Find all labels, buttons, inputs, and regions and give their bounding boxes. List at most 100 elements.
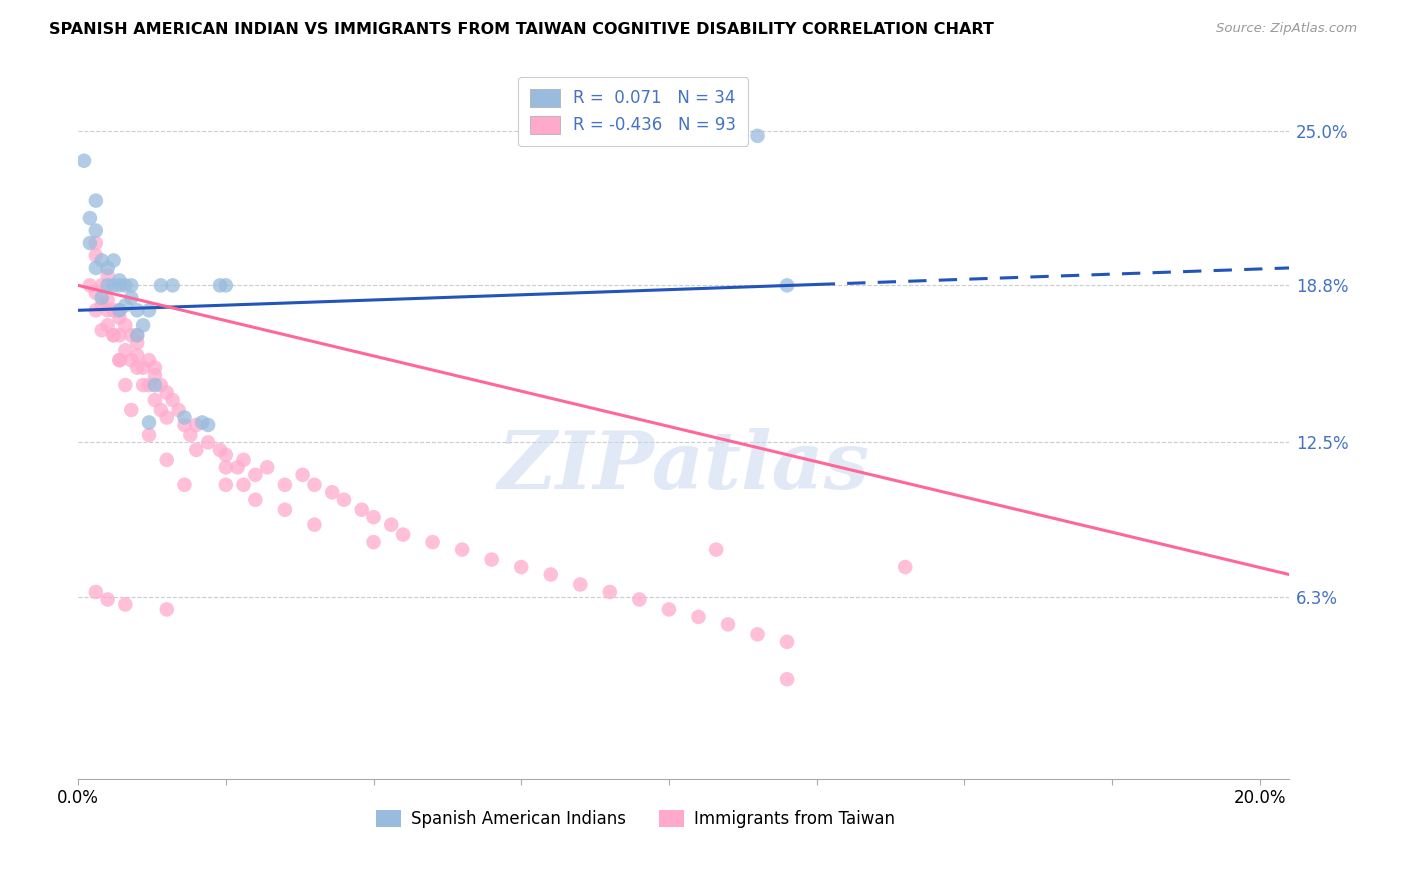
Point: [84, 194, 107, 208]
Point: [79, 235, 101, 250]
Point: [108, 310, 131, 325]
Point: [162, 392, 184, 407]
Point: [569, 577, 592, 591]
Point: [245, 492, 267, 507]
Point: [747, 128, 769, 143]
Point: [90, 291, 112, 305]
Point: [162, 278, 184, 293]
Point: [149, 278, 172, 293]
Point: [84, 285, 107, 300]
Point: [197, 435, 219, 450]
Point: [103, 328, 125, 343]
Point: [97, 318, 120, 333]
Point: [186, 417, 208, 432]
Point: [120, 328, 142, 343]
Point: [108, 273, 131, 287]
Point: [127, 335, 149, 350]
Point: [108, 303, 131, 318]
Point: [108, 328, 131, 343]
Point: [274, 477, 297, 491]
Point: [90, 323, 112, 337]
Point: [173, 477, 195, 491]
Point: [120, 353, 142, 368]
Point: [658, 602, 681, 616]
Point: [179, 428, 201, 442]
Point: [304, 477, 326, 491]
Point: [120, 291, 142, 305]
Point: [114, 598, 136, 612]
Point: [127, 348, 149, 362]
Point: [132, 360, 155, 375]
Point: [321, 485, 343, 500]
Point: [132, 378, 155, 392]
Point: [167, 403, 190, 417]
Point: [510, 560, 533, 574]
Point: [197, 417, 219, 432]
Text: SPANISH AMERICAN INDIAN VS IMMIGRANTS FROM TAIWAN COGNITIVE DISABILITY CORRELATI: SPANISH AMERICAN INDIAN VS IMMIGRANTS FR…: [49, 22, 994, 37]
Point: [215, 460, 238, 475]
Point: [103, 278, 125, 293]
Point: [127, 360, 149, 375]
Point: [114, 318, 136, 333]
Point: [127, 303, 149, 318]
Point: [84, 223, 107, 237]
Point: [215, 477, 238, 491]
Point: [127, 328, 149, 343]
Point: [90, 278, 112, 293]
Point: [232, 453, 254, 467]
Point: [97, 293, 120, 308]
Point: [363, 535, 385, 549]
Point: [84, 235, 107, 250]
Point: [79, 211, 101, 225]
Point: [256, 460, 278, 475]
Point: [380, 517, 402, 532]
Point: [108, 278, 131, 293]
Point: [84, 303, 107, 318]
Point: [114, 378, 136, 392]
Point: [350, 502, 373, 516]
Point: [90, 253, 112, 268]
Legend: Spanish American Indians, Immigrants from Taiwan: Spanish American Indians, Immigrants fro…: [368, 803, 901, 835]
Point: [173, 417, 195, 432]
Point: [304, 517, 326, 532]
Point: [215, 278, 238, 293]
Point: [138, 428, 160, 442]
Point: [747, 627, 769, 641]
Point: [291, 467, 314, 482]
Point: [108, 353, 131, 368]
Point: [132, 318, 155, 333]
Point: [173, 410, 195, 425]
Point: [97, 278, 120, 293]
Point: [208, 278, 231, 293]
Point: [120, 278, 142, 293]
Point: [97, 592, 120, 607]
Point: [156, 385, 179, 400]
Point: [114, 298, 136, 312]
Point: [138, 416, 160, 430]
Point: [894, 560, 917, 574]
Point: [73, 153, 96, 168]
Point: [108, 353, 131, 368]
Point: [451, 542, 474, 557]
Point: [120, 403, 142, 417]
Point: [114, 343, 136, 358]
Point: [143, 378, 166, 392]
Point: [127, 328, 149, 343]
Point: [114, 278, 136, 293]
Point: [84, 260, 107, 275]
Point: [156, 410, 179, 425]
Point: [156, 602, 179, 616]
Point: [776, 278, 799, 293]
Point: [363, 510, 385, 524]
Point: [704, 542, 727, 557]
Point: [97, 303, 120, 318]
Point: [103, 253, 125, 268]
Point: [208, 442, 231, 457]
Point: [103, 328, 125, 343]
Point: [392, 527, 415, 541]
Point: [191, 416, 214, 430]
Point: [90, 298, 112, 312]
Point: [138, 353, 160, 368]
Point: [149, 403, 172, 417]
Point: [143, 360, 166, 375]
